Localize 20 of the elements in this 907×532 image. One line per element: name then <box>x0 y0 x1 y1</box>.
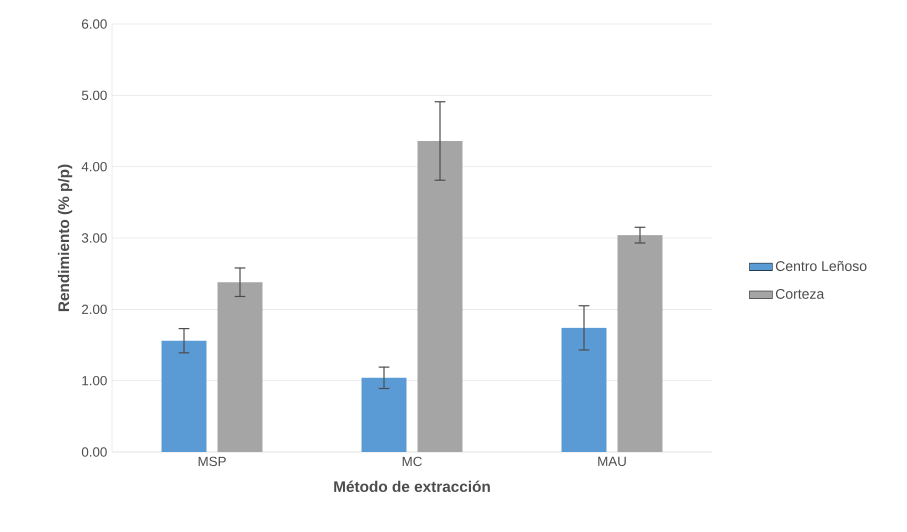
legend-label: Centro Leñoso <box>776 260 866 272</box>
y-tick-label: 6.00 <box>82 19 107 29</box>
x-tick-label: MAU <box>598 456 626 466</box>
bar <box>562 328 606 452</box>
bar <box>162 340 207 452</box>
legend-label: Corteza <box>776 288 824 299</box>
bar <box>418 140 463 452</box>
y-axis-title: Rendimiento (% p/p) <box>58 164 72 312</box>
y-tick-label: 0.00 <box>82 447 107 457</box>
x-tick-label: MSP <box>198 456 226 466</box>
x-tick-label: MC <box>402 456 422 466</box>
y-tick-label: 4.00 <box>82 162 107 172</box>
bar <box>218 282 263 452</box>
y-tick-label: 5.00 <box>82 90 107 100</box>
y-tick-label: 2.00 <box>82 304 107 314</box>
bar <box>362 378 407 452</box>
bar <box>618 235 662 452</box>
y-tick-label: 1.00 <box>82 376 107 386</box>
y-tick-label: 3.00 <box>82 233 107 243</box>
x-axis-title: Método de extracción <box>334 480 490 492</box>
